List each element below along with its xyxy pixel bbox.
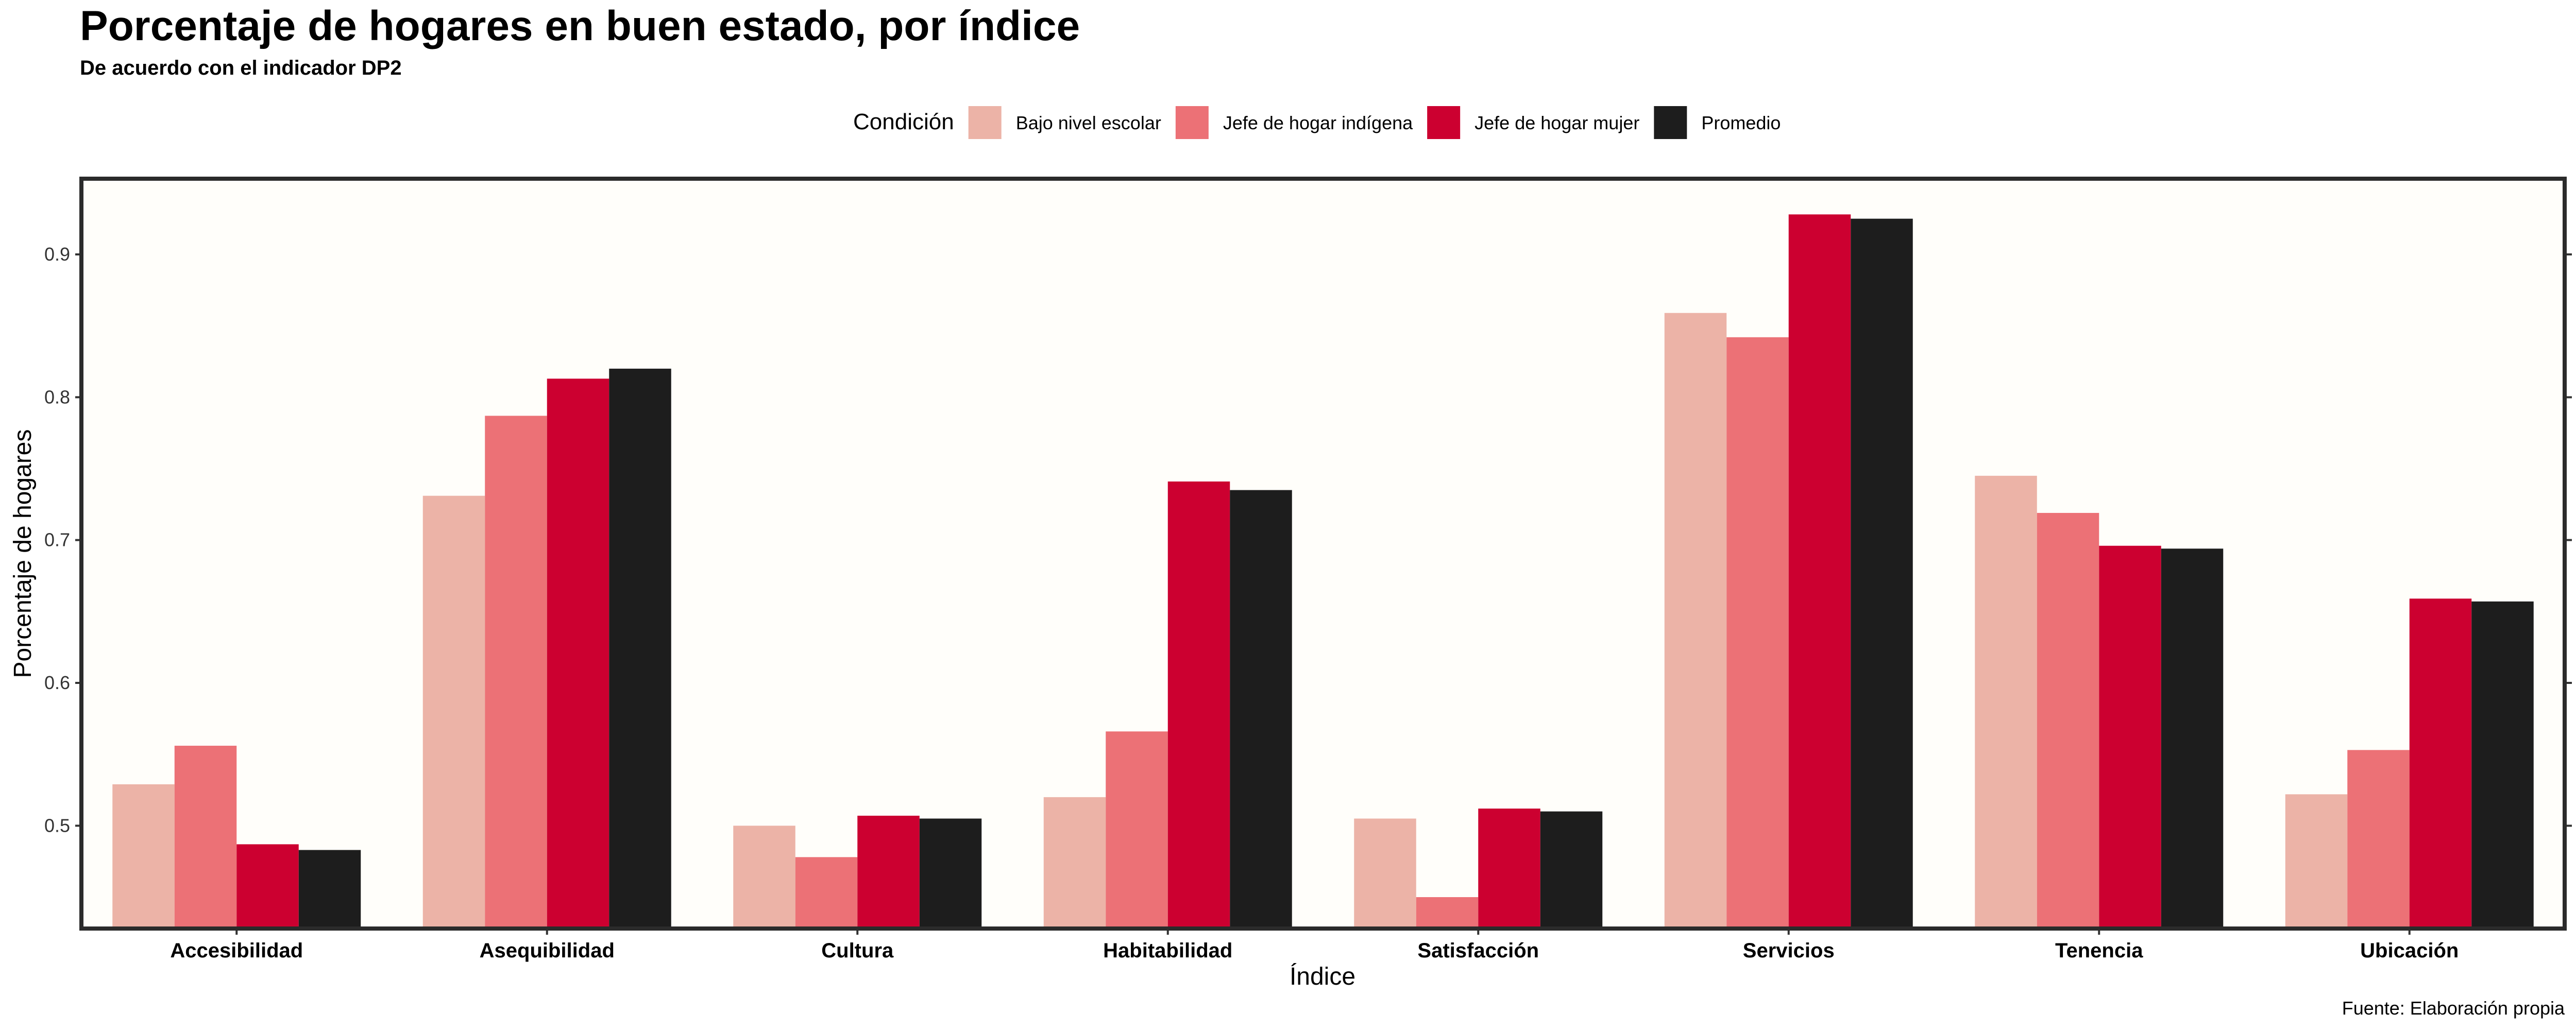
legend-title: Condición	[853, 109, 954, 134]
bar	[1354, 818, 1416, 929]
bar	[422, 495, 485, 929]
bar	[1230, 490, 1292, 929]
bar	[298, 850, 361, 929]
bar	[2161, 548, 2224, 929]
bar	[1043, 797, 1106, 929]
chart-title: Porcentaje de hogares en buen estado, po…	[80, 3, 1080, 49]
bar	[485, 416, 547, 929]
x-tick-label: Tenencia	[2055, 939, 2143, 962]
plot-panel-border	[79, 177, 2567, 931]
bar	[1788, 214, 1851, 929]
bar	[919, 818, 982, 929]
bar	[236, 844, 299, 929]
legend-items: Bajo nivel escolar Jefe de hogar indígena…	[968, 106, 1781, 139]
legend-label: Bajo nivel escolar	[1016, 112, 1161, 133]
bar	[2471, 601, 2534, 929]
bar	[1664, 313, 1727, 929]
bar	[609, 368, 671, 929]
bar	[112, 784, 175, 929]
bar	[2347, 750, 2410, 929]
y-tick-label: 0.8	[44, 386, 70, 407]
bar	[2409, 598, 2472, 929]
y-tick-label: 0.5	[44, 815, 70, 836]
legend-label: Promedio	[1701, 112, 1781, 133]
x-tick-label: Habitabilidad	[1103, 939, 1232, 962]
x-tick-label: Asequibilidad	[480, 939, 615, 962]
legend-swatch	[1175, 106, 1209, 139]
x-tick-label: Satisfacción	[1417, 939, 1539, 962]
y-tick-label: 0.7	[44, 529, 70, 551]
y-axis-title: Porcentaje de hogares	[9, 430, 37, 678]
legend: Condición Bajo nivel escolar Jefe de hoga…	[853, 106, 1781, 139]
x-tick-label: Ubicación	[2360, 939, 2459, 962]
bar	[1106, 731, 1168, 929]
bar	[2285, 794, 2348, 929]
legend-swatch	[1427, 106, 1461, 139]
caption: Fuente: Elaboración propia	[2342, 998, 2565, 1019]
bar	[857, 815, 920, 929]
legend-label: Jefe de hogar indígena	[1223, 112, 1413, 133]
bar	[733, 826, 795, 929]
bars	[112, 214, 2534, 929]
bar	[1975, 475, 2037, 929]
legend-swatch	[1654, 106, 1687, 139]
bar	[2099, 545, 2161, 929]
bar	[2037, 512, 2099, 929]
bar	[1726, 337, 1789, 929]
bar	[1540, 811, 1603, 929]
x-tick-label: Accesibilidad	[170, 939, 303, 962]
bar	[795, 857, 858, 929]
legend-label: Jefe de hogar mujer	[1475, 112, 1639, 133]
x-tick-label: Cultura	[821, 939, 894, 962]
y-axis: 0.5 0.6 0.7 0.8 0.9	[44, 244, 2572, 836]
y-tick-label: 0.9	[44, 244, 70, 265]
y-tick-label: 0.6	[44, 672, 70, 693]
bar	[1851, 218, 1913, 929]
legend-swatch	[968, 106, 1002, 139]
bar	[1167, 481, 1230, 929]
bar	[174, 746, 237, 929]
chart-subtitle: De acuerdo con el indicador DP2	[80, 57, 402, 79]
x-tick-label: Servicios	[1743, 939, 1835, 962]
x-axis-title: Índice	[1290, 963, 1355, 990]
bar	[547, 379, 609, 929]
bar	[1478, 809, 1540, 929]
bar	[1416, 897, 1479, 929]
